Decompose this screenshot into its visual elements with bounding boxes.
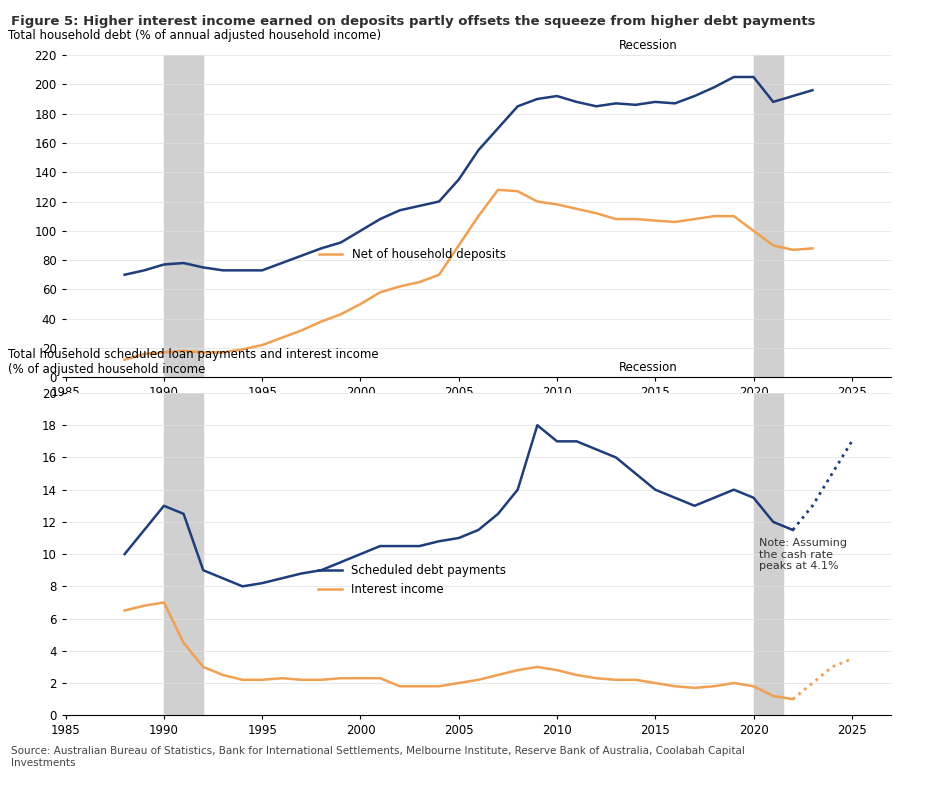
Bar	[753, 393, 783, 715]
Text: Recession: Recession	[619, 39, 677, 52]
Bar	[164, 55, 204, 377]
Text: Total household scheduled loan payments and interest income
(% of adjusted house: Total household scheduled loan payments …	[8, 348, 379, 376]
Text: Recession: Recession	[619, 361, 677, 374]
Text: Note: Assuming
the cash rate
peaks at 4.1%: Note: Assuming the cash rate peaks at 4.…	[759, 538, 847, 571]
Text: Source: Australian Bureau of Statistics, Bank for International Settlements, Mel: Source: Australian Bureau of Statistics,…	[11, 746, 745, 767]
Legend: Scheduled debt payments, Interest income: Scheduled debt payments, Interest income	[313, 559, 511, 601]
Legend: Net of household deposits: Net of household deposits	[314, 244, 510, 266]
Text: Figure 5: Higher interest income earned on deposits partly offsets the squeeze f: Figure 5: Higher interest income earned …	[11, 15, 816, 28]
Text: Total household debt (% of annual adjusted household income): Total household debt (% of annual adjust…	[8, 29, 381, 42]
Bar	[753, 55, 783, 377]
Bar	[164, 393, 204, 715]
